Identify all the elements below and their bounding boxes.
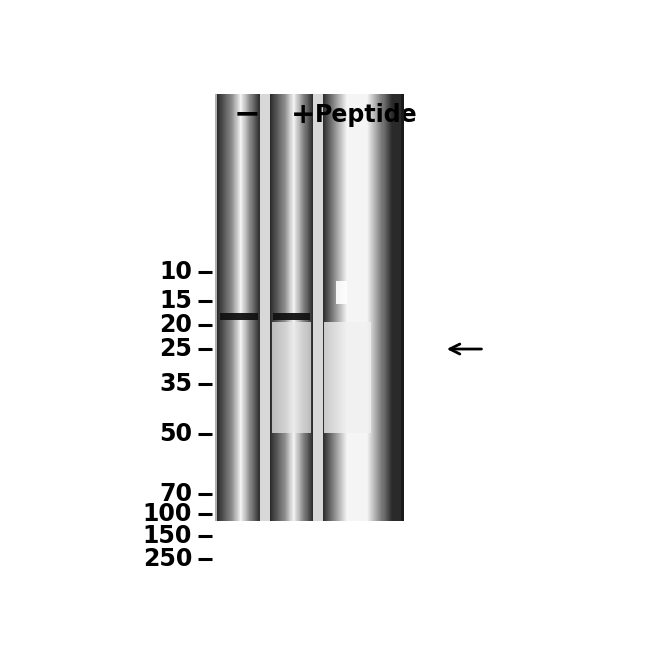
Bar bbox=[363, 94, 365, 521]
Bar bbox=[337, 94, 338, 521]
Bar bbox=[273, 313, 311, 320]
Bar bbox=[352, 94, 354, 521]
Text: 25: 25 bbox=[159, 337, 192, 361]
Bar bbox=[214, 94, 404, 521]
Bar bbox=[344, 94, 345, 521]
Text: 250: 250 bbox=[143, 546, 192, 571]
Bar bbox=[260, 94, 270, 521]
Bar bbox=[220, 313, 257, 320]
Bar bbox=[400, 94, 402, 521]
Bar bbox=[331, 94, 332, 521]
Bar bbox=[350, 94, 351, 521]
Bar bbox=[335, 281, 346, 304]
Text: 20: 20 bbox=[159, 313, 192, 337]
Text: Peptide: Peptide bbox=[315, 103, 417, 127]
Bar bbox=[334, 94, 335, 521]
Bar bbox=[336, 94, 337, 521]
Bar bbox=[362, 94, 363, 521]
Bar bbox=[402, 94, 404, 521]
Bar bbox=[328, 94, 329, 521]
Bar bbox=[398, 94, 400, 521]
Bar bbox=[272, 322, 311, 433]
Bar bbox=[389, 94, 391, 521]
Bar bbox=[382, 94, 384, 521]
Bar bbox=[351, 94, 352, 521]
Bar bbox=[356, 94, 358, 521]
Bar bbox=[358, 94, 359, 521]
Bar bbox=[342, 94, 343, 521]
Bar bbox=[335, 94, 336, 521]
Bar bbox=[370, 94, 371, 521]
Bar bbox=[340, 94, 341, 521]
Bar bbox=[348, 94, 349, 521]
Bar bbox=[329, 94, 330, 521]
Bar bbox=[384, 94, 385, 521]
Text: 100: 100 bbox=[143, 502, 192, 526]
Bar bbox=[401, 94, 404, 521]
Bar bbox=[332, 94, 333, 521]
Bar bbox=[324, 322, 371, 433]
Bar bbox=[345, 94, 346, 521]
Bar bbox=[391, 94, 393, 521]
Bar bbox=[372, 94, 373, 521]
Bar bbox=[385, 94, 387, 521]
Text: 50: 50 bbox=[159, 422, 192, 446]
Bar bbox=[396, 94, 398, 521]
Text: −: − bbox=[234, 99, 261, 130]
Bar bbox=[369, 94, 370, 521]
Bar bbox=[365, 94, 367, 521]
Bar bbox=[330, 94, 331, 521]
Bar bbox=[349, 94, 350, 521]
Text: 10: 10 bbox=[159, 260, 192, 284]
Bar bbox=[341, 94, 342, 521]
Bar bbox=[371, 94, 372, 521]
Bar bbox=[333, 94, 334, 521]
Bar bbox=[378, 94, 380, 521]
Bar bbox=[387, 94, 389, 521]
Bar bbox=[373, 94, 374, 521]
Bar bbox=[395, 94, 396, 521]
Text: 15: 15 bbox=[159, 289, 192, 313]
Text: 70: 70 bbox=[159, 482, 192, 506]
Bar bbox=[327, 94, 328, 521]
Bar bbox=[323, 94, 324, 521]
Bar bbox=[393, 94, 395, 521]
Bar bbox=[360, 94, 361, 521]
Bar bbox=[376, 94, 378, 521]
Bar bbox=[347, 94, 348, 521]
Bar bbox=[359, 94, 360, 521]
Bar bbox=[380, 94, 382, 521]
Bar bbox=[343, 94, 344, 521]
Bar bbox=[367, 94, 369, 521]
Bar bbox=[346, 94, 347, 521]
Bar bbox=[326, 94, 327, 521]
Bar bbox=[354, 94, 356, 521]
Bar bbox=[339, 94, 340, 521]
Bar bbox=[313, 94, 323, 521]
Bar bbox=[324, 94, 325, 521]
Text: 35: 35 bbox=[159, 372, 192, 395]
Text: 150: 150 bbox=[143, 524, 192, 548]
Bar bbox=[374, 94, 376, 521]
Bar bbox=[361, 94, 362, 521]
Text: +: + bbox=[291, 101, 315, 129]
Bar bbox=[325, 94, 326, 521]
Bar bbox=[338, 94, 339, 521]
